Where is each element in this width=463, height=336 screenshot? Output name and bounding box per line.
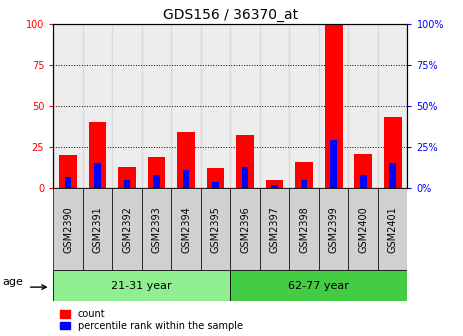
Text: GSM2397: GSM2397 [269, 206, 280, 253]
Bar [89, 122, 106, 188]
Bar [325, 24, 343, 188]
Bar [177, 132, 195, 188]
Bar [266, 180, 283, 188]
Bar [113, 188, 142, 270]
Bar [319, 188, 349, 270]
Bar [289, 24, 319, 188]
Text: GSM2399: GSM2399 [329, 206, 338, 253]
Bar [236, 135, 254, 188]
Bar [142, 24, 171, 188]
Text: GSM2392: GSM2392 [122, 206, 132, 253]
Bar [113, 24, 142, 188]
Bar [142, 188, 171, 270]
Text: GSM2395: GSM2395 [211, 206, 220, 253]
Bar [201, 188, 231, 270]
Text: GSM2393: GSM2393 [151, 206, 162, 253]
Bar [183, 170, 189, 188]
Bar [171, 188, 201, 270]
Bar [53, 270, 231, 301]
Text: GSM2396: GSM2396 [240, 206, 250, 253]
Bar [65, 177, 71, 188]
Bar [349, 24, 378, 188]
Bar [153, 175, 160, 188]
Text: GSM2400: GSM2400 [358, 206, 368, 253]
Bar [242, 167, 249, 188]
Bar [83, 188, 113, 270]
Text: GSM2390: GSM2390 [63, 206, 73, 253]
Text: GSM2401: GSM2401 [388, 206, 398, 253]
Bar [389, 164, 396, 188]
Bar [212, 181, 219, 188]
Bar [260, 188, 289, 270]
Bar [201, 24, 231, 188]
Text: age: age [3, 277, 24, 287]
Title: GDS156 / 36370_at: GDS156 / 36370_at [163, 8, 298, 23]
Legend: count, percentile rank within the sample: count, percentile rank within the sample [58, 307, 244, 333]
Bar [349, 188, 378, 270]
Bar [59, 155, 77, 188]
Text: GSM2394: GSM2394 [181, 206, 191, 253]
Bar [94, 164, 101, 188]
Bar [148, 157, 165, 188]
Bar [384, 117, 401, 188]
Bar [301, 180, 307, 188]
Bar [295, 162, 313, 188]
Bar [289, 188, 319, 270]
Bar [231, 24, 260, 188]
Text: GSM2398: GSM2398 [299, 206, 309, 253]
Bar [231, 188, 260, 270]
Bar [378, 24, 407, 188]
Bar [171, 24, 201, 188]
Bar [53, 24, 83, 188]
Text: 21-31 year: 21-31 year [112, 281, 172, 291]
Bar [118, 167, 136, 188]
Bar [330, 140, 337, 188]
Bar [83, 24, 113, 188]
Bar [354, 154, 372, 188]
Bar [124, 180, 131, 188]
Bar [360, 175, 367, 188]
Text: GSM2391: GSM2391 [93, 206, 102, 253]
Text: 62-77 year: 62-77 year [288, 281, 349, 291]
Bar [271, 185, 278, 188]
Bar [319, 24, 349, 188]
Bar [231, 270, 407, 301]
Bar [260, 24, 289, 188]
Bar [206, 168, 225, 188]
Bar [378, 188, 407, 270]
Bar [53, 188, 83, 270]
